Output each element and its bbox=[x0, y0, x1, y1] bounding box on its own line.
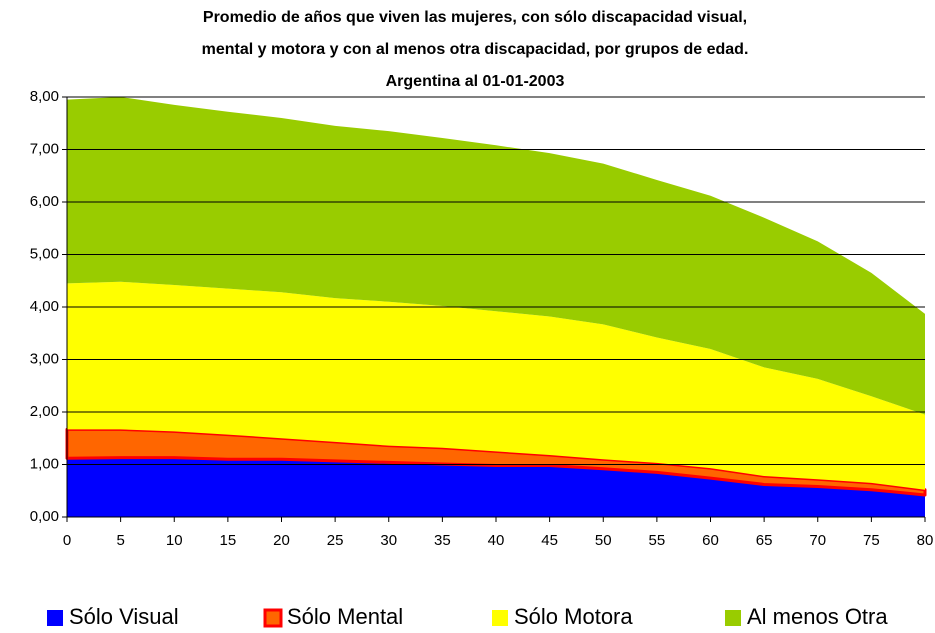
y-tick-label: 1,00 bbox=[30, 455, 59, 472]
y-tick-label: 0,00 bbox=[30, 508, 59, 525]
chart-title: Promedio de años que viven las mujeres, … bbox=[203, 9, 747, 26]
x-tick-label: 55 bbox=[649, 532, 666, 549]
legend-label: Al menos Otra bbox=[747, 604, 888, 629]
x-tick-label: 15 bbox=[220, 532, 237, 549]
x-tick-label: 25 bbox=[327, 532, 344, 549]
x-tick-label: 80 bbox=[917, 532, 934, 549]
y-tick-label: 2,00 bbox=[30, 403, 59, 420]
y-tick-label: 5,00 bbox=[30, 245, 59, 262]
area bbox=[67, 281, 925, 490]
x-tick-label: 40 bbox=[488, 532, 505, 549]
area bbox=[67, 457, 925, 517]
x-tick-label: 10 bbox=[166, 532, 183, 549]
x-tick-label: 75 bbox=[863, 532, 880, 549]
legend-label: Sólo Motora bbox=[514, 604, 633, 629]
legend-swatch bbox=[47, 610, 63, 626]
x-tick-label: 0 bbox=[63, 532, 71, 549]
legend-label: Sólo Mental bbox=[287, 604, 403, 629]
y-tick-label: 4,00 bbox=[30, 298, 59, 315]
x-tick-label: 65 bbox=[756, 532, 773, 549]
legend-swatch bbox=[263, 608, 283, 628]
plot-areas bbox=[65, 97, 927, 517]
x-tick-label: 50 bbox=[595, 532, 612, 549]
y-tick-label: 3,00 bbox=[30, 350, 59, 367]
x-tick-label: 35 bbox=[434, 532, 451, 549]
x-tick-label: 30 bbox=[380, 532, 397, 549]
legend-swatch bbox=[492, 610, 508, 626]
x-tick-label: 45 bbox=[541, 532, 558, 549]
chart-title: mental y motora y con al menos otra disc… bbox=[202, 41, 749, 58]
x-tick-label: 5 bbox=[116, 532, 124, 549]
x-tick-label: 70 bbox=[809, 532, 826, 549]
area bbox=[67, 97, 925, 415]
legend-label: Sólo Visual bbox=[69, 604, 179, 629]
y-tick-label: 6,00 bbox=[30, 193, 59, 210]
x-tick-label: 20 bbox=[273, 532, 290, 549]
chart-title: Argentina al 01-01-2003 bbox=[386, 73, 565, 90]
x-tick-label: 60 bbox=[702, 532, 719, 549]
y-tick-label: 7,00 bbox=[30, 140, 59, 157]
legend-swatch bbox=[725, 610, 741, 626]
y-tick-label: 8,00 bbox=[30, 88, 59, 105]
